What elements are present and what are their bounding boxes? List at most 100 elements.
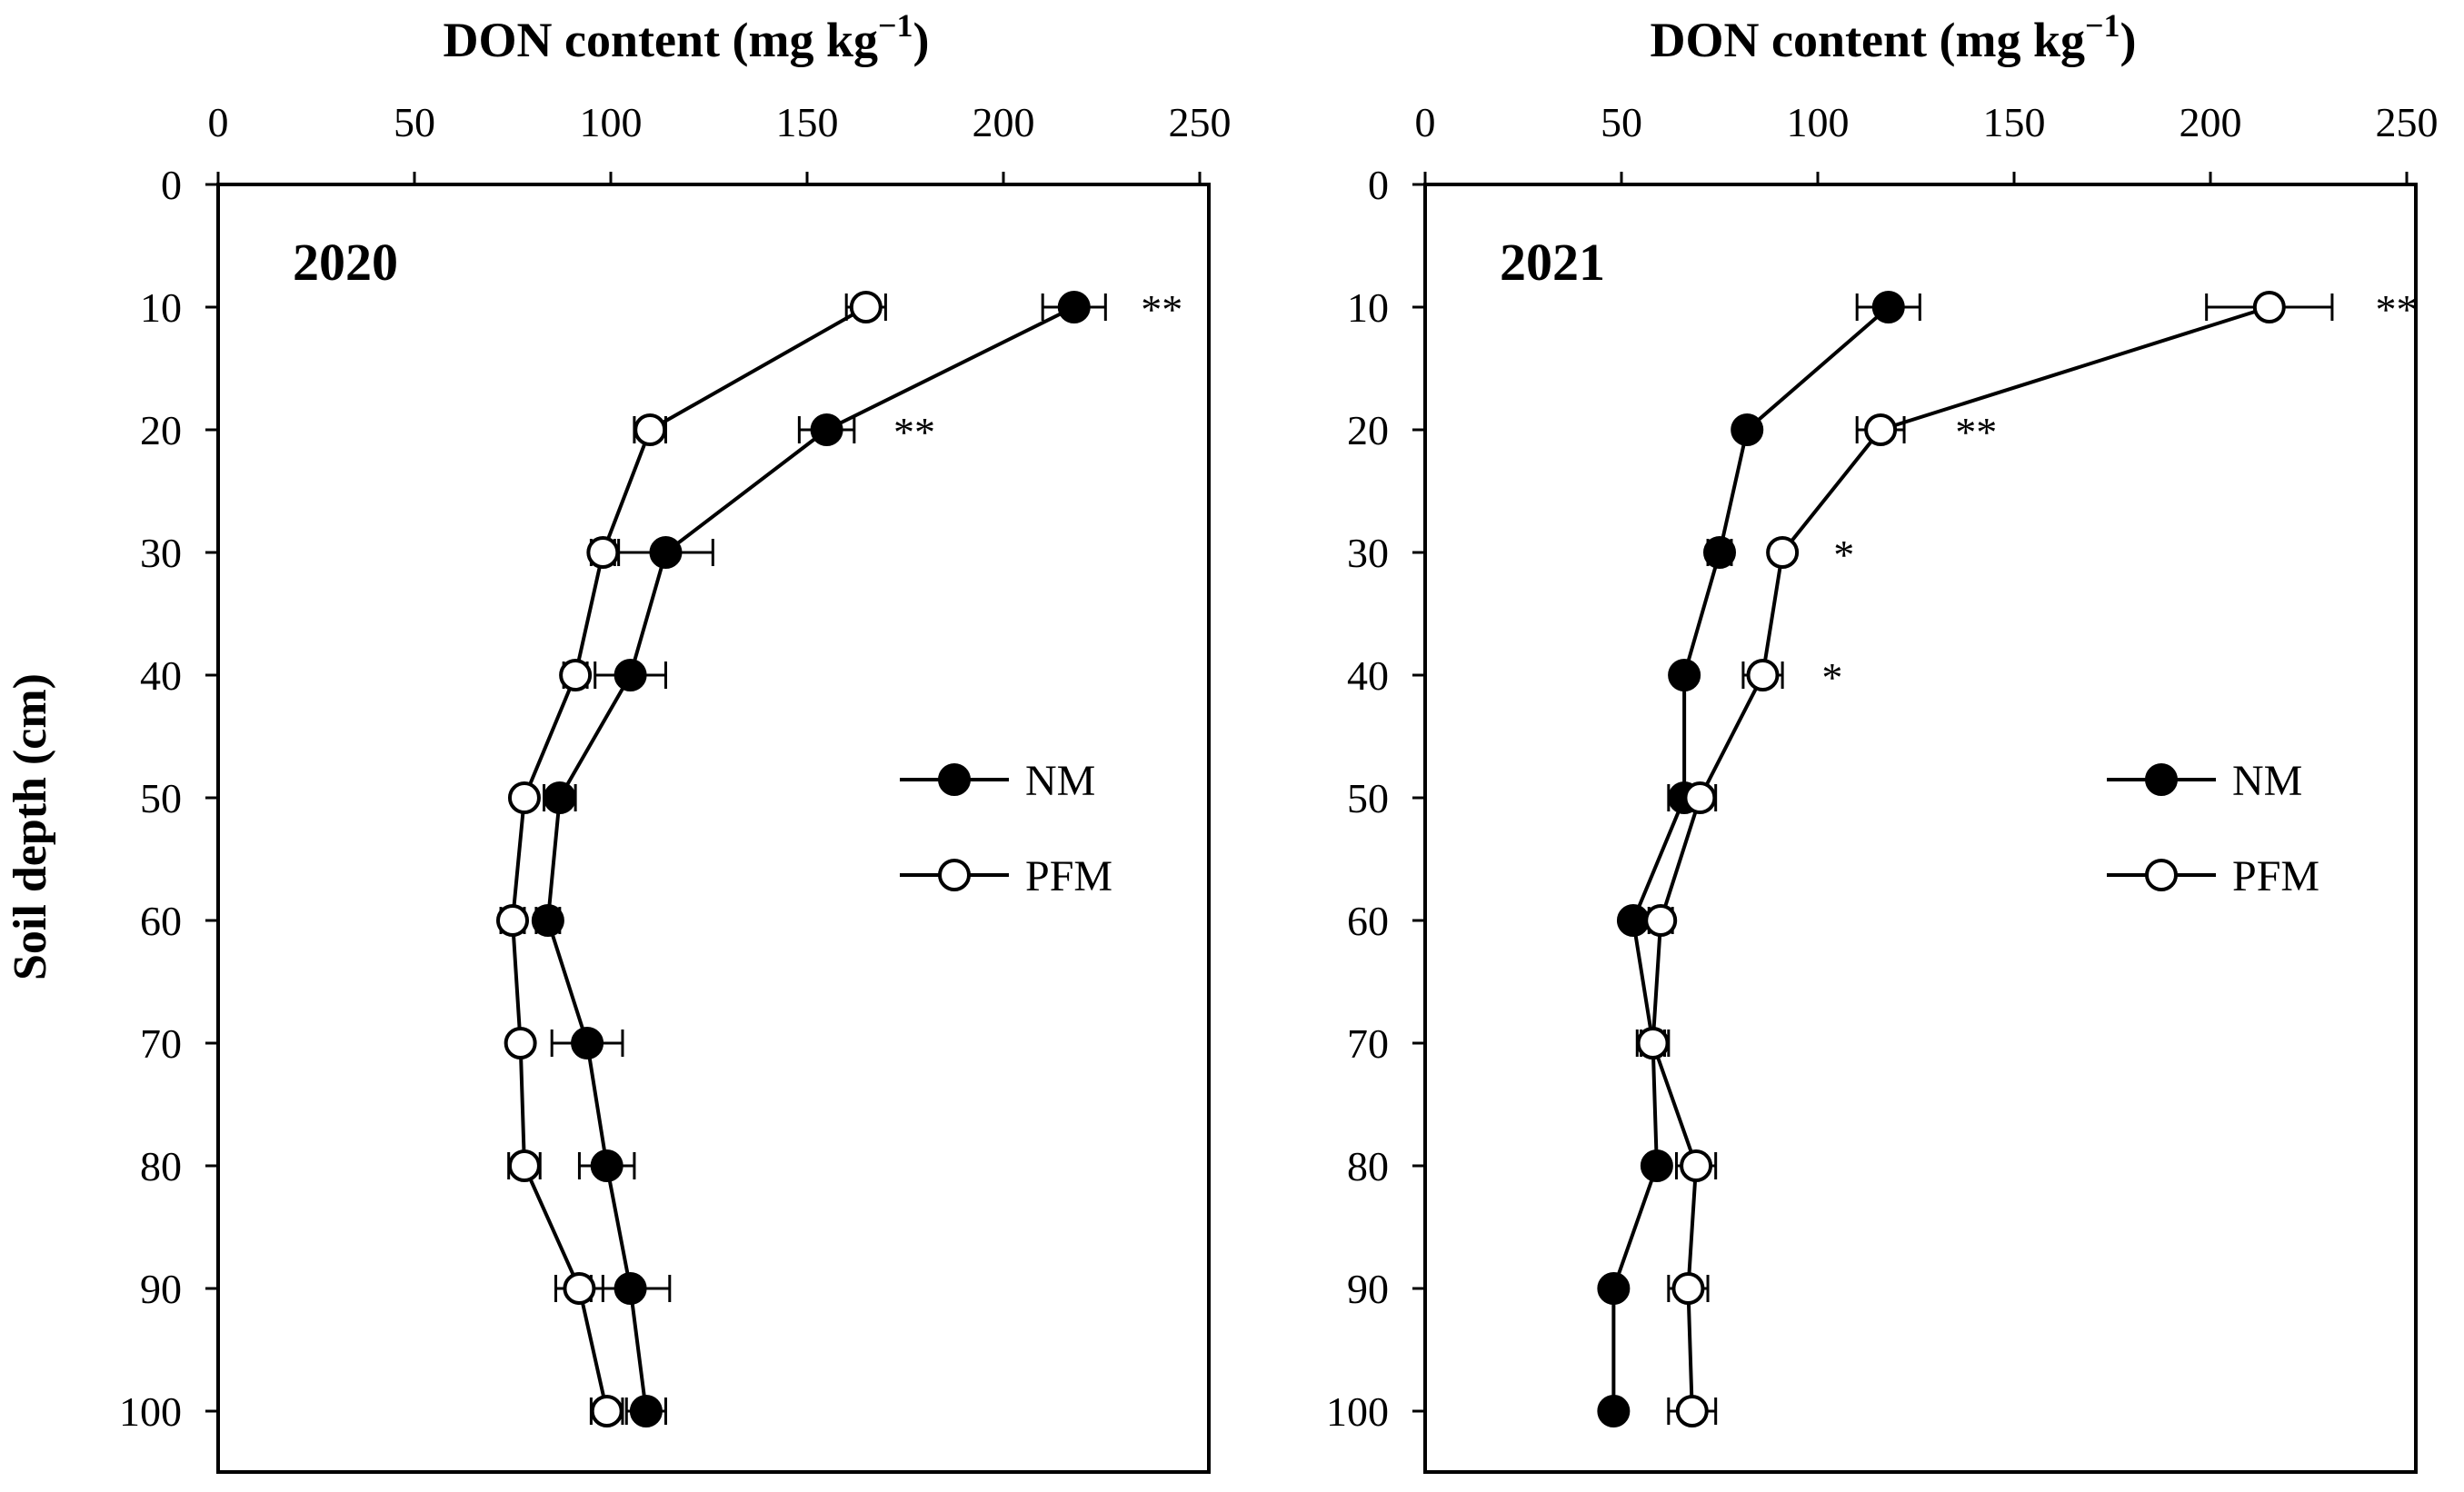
data-point-pfm [1675,1395,1709,1427]
y-tick-label: 100 [1326,1388,1389,1435]
significance-mark: ** [1141,286,1182,333]
legend-label-pfm: PFM [2232,852,2319,900]
series-line-nm [545,305,1075,1412]
data-point-nm [1668,659,1701,691]
x-axis-title: DON content (mg kg−1) [1651,7,2137,67]
significance-mark: ** [1955,409,1997,455]
significance-mark: * [1833,532,1854,578]
y-tick-label: 30 [1347,530,1389,576]
x-tick-label: 150 [776,99,839,145]
y-tick-label: 90 [140,1266,182,1312]
x-tick-label: 200 [973,99,1035,145]
data-point-pfm [590,1395,623,1427]
data-point-pfm [1766,536,1800,569]
data-point-nm [1871,291,1905,323]
data-point-pfm [1746,659,1780,691]
x-tick-label: 0 [1415,99,1436,145]
legend-label-nm: NM [1025,757,1095,805]
series-line-pfm [510,305,867,1412]
y-tick-label: 80 [1347,1143,1389,1189]
x-axis-title-close: ) [2120,13,2137,67]
x-axis-title: DON content (mg kg−1) [444,7,930,67]
x-axis-title-close: ) [913,13,930,67]
data-point-nm [531,904,564,937]
legend-label-pfm: PFM [1025,852,1112,900]
y-tick-label: 10 [140,284,182,331]
data-point-pfm [1644,904,1678,937]
x-tick-label: 100 [580,99,643,145]
x-axis-title-main: DON content (mg kg [444,13,878,67]
data-point-nm [1597,1395,1631,1427]
legend-marker-pfm [2145,859,2178,891]
y-tick-label: 80 [140,1143,182,1189]
y-tick-label: 70 [1347,1020,1389,1067]
x-tick-label: 50 [1601,99,1642,145]
significance-mark: * [1821,654,1842,701]
series-line-pfm [1651,305,2270,1412]
data-point-nm [1057,291,1091,323]
data-point-nm [1703,536,1736,569]
y-tick-label: 60 [140,898,182,944]
x-tick-label: 250 [1169,99,1232,145]
significance-mark: ** [2375,286,2417,333]
significance-mark: ** [893,409,935,455]
panel-label: 2020 [293,233,398,292]
y-tick-label: 100 [119,1388,182,1435]
data-point-nm [1731,413,1764,446]
data-point-nm [810,413,843,446]
series-line-nm [1611,305,1890,1411]
data-point-pfm [507,781,541,814]
data-point-nm [1640,1149,1673,1182]
data-point-nm [629,1395,663,1427]
y-tick-label: 40 [140,652,182,699]
x-tick-label: 150 [1983,99,2046,145]
plot-frame [1423,183,2418,1474]
legend-marker-pfm [938,859,971,891]
data-point-pfm [849,291,883,323]
x-tick-label: 250 [2376,99,2439,145]
data-point-nm [614,1272,647,1305]
y-tick-label: 0 [161,162,182,208]
data-point-nm [614,659,647,691]
x-tick-label: 100 [1787,99,1850,145]
data-point-pfm [563,1272,596,1305]
data-point-pfm [1683,781,1717,814]
data-point-nm [590,1149,623,1182]
y-tick-label: 40 [1347,652,1389,699]
y-tick-label: 0 [1368,162,1389,208]
x-axis-title-superscript: −1 [878,7,913,44]
data-point-pfm [1680,1149,1713,1182]
y-axis-label: Soil depth (cm) [5,673,56,980]
y-tick-label: 90 [1347,1266,1389,1312]
panel-label: 2021 [1500,233,1605,292]
data-point-nm [1597,1272,1631,1305]
data-point-pfm [2252,291,2286,323]
x-axis-title-main: DON content (mg kg [1651,13,2085,67]
legend-label-nm: NM [2232,757,2302,805]
panel-2021: DON content (mg kg−1) 0 50 100 150 200 250 0 10 2… [1326,7,2439,1474]
plot-frame [216,183,1211,1474]
y-tick-label: 20 [1347,407,1389,453]
data-point-nm [543,781,576,814]
y-tick-label: 60 [1347,898,1389,944]
y-tick-label: 30 [140,530,182,576]
data-point-nm [571,1027,604,1059]
data-point-nm [1616,904,1650,937]
y-tick-label: 50 [1347,775,1389,821]
x-tick-label: 0 [208,99,229,145]
panel-2020: DON content (mg kg−1) 0 50 100 150 200 250 0 10 2… [119,7,1232,1474]
data-point-pfm [1864,413,1898,446]
data-point-pfm [559,659,593,691]
y-tick-label: 50 [140,775,182,821]
legend-marker-nm [2145,763,2178,796]
x-tick-label: 200 [2180,99,2242,145]
legend-marker-nm [938,763,971,796]
data-point-pfm [507,1149,541,1182]
data-point-pfm [496,904,529,937]
x-tick-label: 50 [394,99,435,145]
y-tick-label: 10 [1347,284,1389,331]
x-axis-title-superscript: −1 [2085,7,2120,44]
data-point-pfm [504,1027,537,1059]
data-point-pfm [1636,1027,1670,1059]
